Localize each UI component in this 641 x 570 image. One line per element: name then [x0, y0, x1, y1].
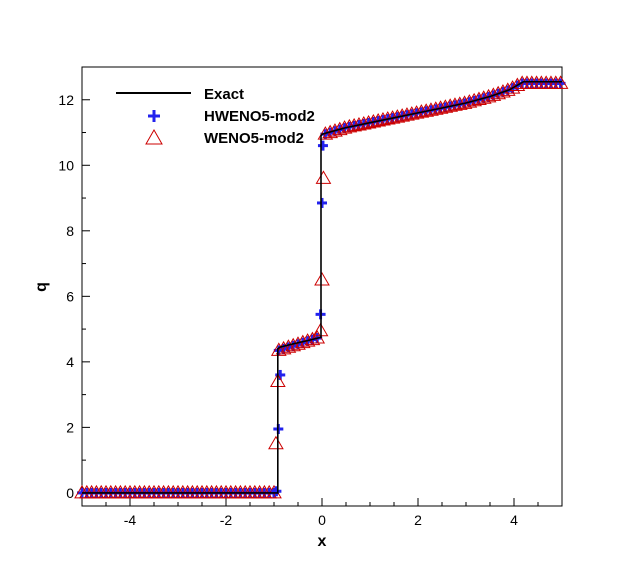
x-tick-label: 2	[414, 512, 422, 528]
x-tick-label: -4	[124, 512, 137, 528]
x-axis-ticks: -4 -2 0 2 4	[124, 498, 518, 528]
legend-hweno-label: HWENO5-mod2	[204, 108, 315, 125]
legend-weno-label: WENO5-mod2	[204, 130, 304, 147]
hweno-marker	[317, 197, 327, 208]
legend-weno-triangle-swatch	[145, 128, 163, 145]
x-tick-label: 4	[510, 512, 518, 528]
x-minor-ticks	[105, 502, 539, 506]
x-tick-label: 0	[318, 512, 326, 528]
legend-hweno-plus-swatch	[148, 110, 160, 122]
y-axis-title: q	[33, 282, 50, 292]
x-axis-title: x	[318, 533, 327, 550]
y-tick-label: 2	[66, 419, 74, 435]
exact-line	[82, 80, 562, 494]
y-tick-label: 12	[58, 92, 74, 108]
weno-marker	[270, 342, 287, 356]
y-tick-label: 6	[66, 288, 74, 304]
legend: Exact HWENO5-mod2 WENO5-mod2	[116, 86, 315, 147]
y-tick-label: 0	[66, 485, 74, 501]
y-axis-ticks: 0 2 4 6 8 10 12	[58, 92, 90, 501]
legend-exact-label: Exact	[204, 86, 244, 103]
hweno-marker	[271, 486, 282, 497]
series-layer	[74, 75, 569, 499]
weno-marker	[315, 170, 332, 184]
weno-marker	[268, 435, 284, 450]
y-minor-ticks	[82, 66, 86, 461]
weno-marker	[509, 77, 526, 91]
y-tick-label: 8	[66, 223, 74, 239]
y-tick-label: 10	[58, 157, 74, 173]
hweno-marker	[317, 140, 328, 151]
weno-marker	[317, 126, 334, 140]
hweno-marker	[555, 78, 566, 89]
y-tick-label: 4	[66, 354, 74, 370]
x-tick-label: -2	[220, 512, 233, 528]
weno-marker	[314, 271, 330, 286]
